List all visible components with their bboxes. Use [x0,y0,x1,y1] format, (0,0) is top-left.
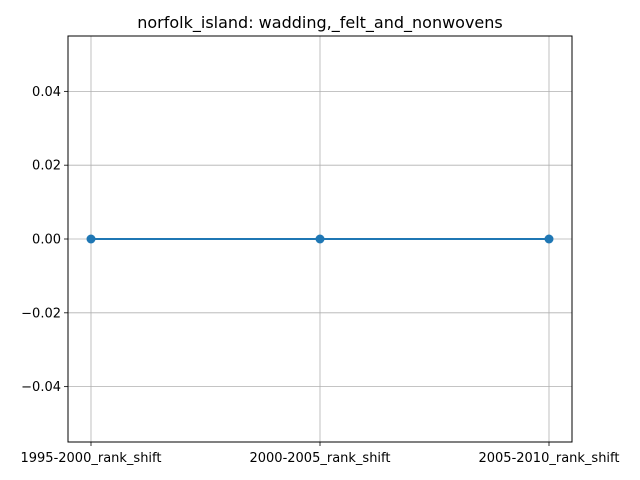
x-tick-label: 1995-2000_rank_shift [20,451,161,466]
y-tick-label: −0.04 [21,380,61,395]
data-point-marker [315,234,325,244]
chart-title: norfolk_island: wadding,_felt_and_nonwov… [137,13,503,33]
data-point-marker [86,234,96,244]
y-tick-label: −0.02 [21,306,61,321]
data-series [86,234,554,244]
data-point-marker [544,234,554,244]
y-axis-ticks: −0.04 −0.02 0.00 0.02 0.04 [21,85,68,395]
x-tick-label: 2000-2005_rank_shift [249,451,390,466]
x-axis-ticks: 1995-2000_rank_shift 2000-2005_rank_shift… [20,442,620,466]
y-tick-label: 0.00 [32,233,61,248]
x-tick-label: 2005-2010_rank_shift [478,451,619,466]
y-tick-label: 0.04 [32,85,61,100]
y-tick-label: 0.02 [32,159,61,174]
